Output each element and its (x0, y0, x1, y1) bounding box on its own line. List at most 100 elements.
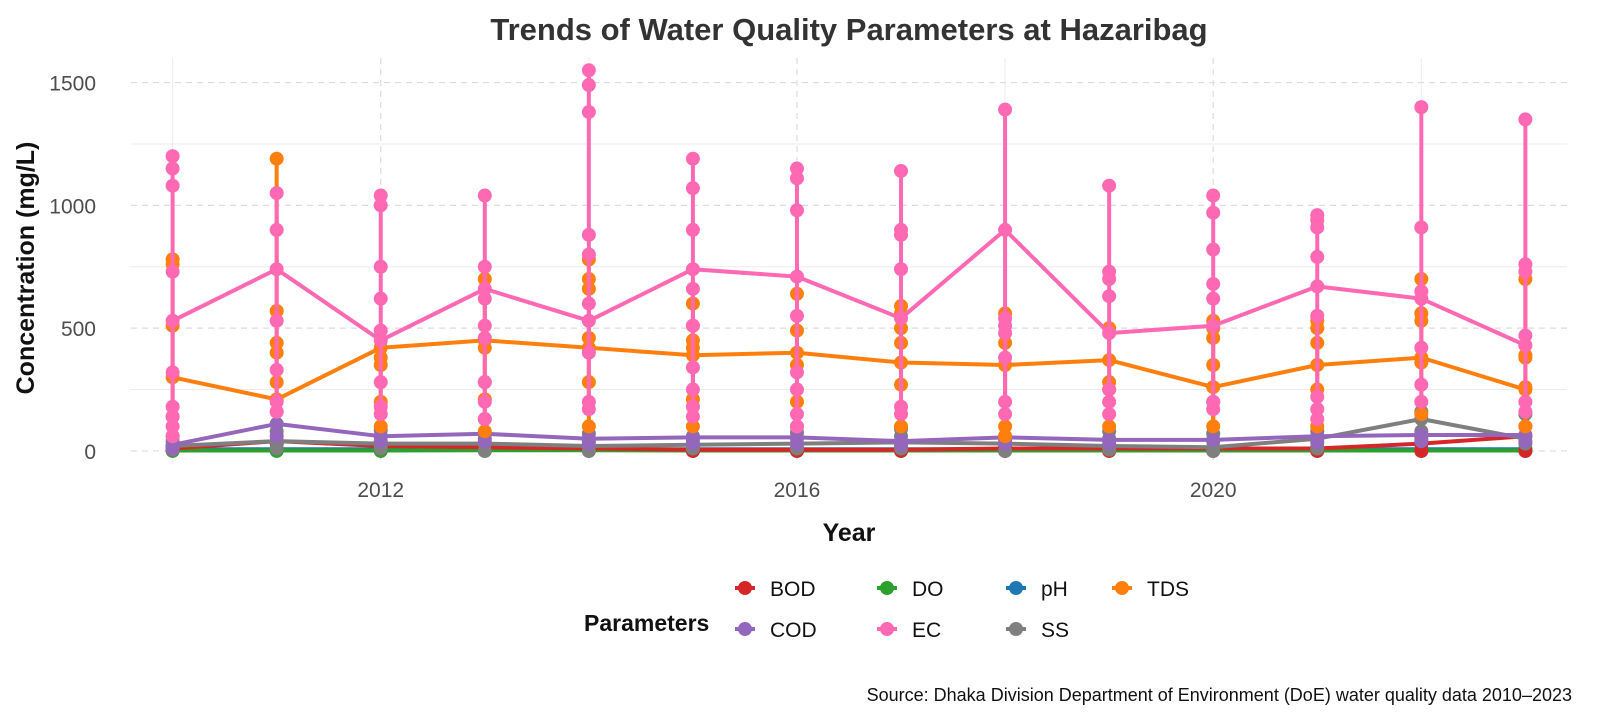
legend-key-point (1115, 581, 1129, 595)
data-point-ec (1414, 291, 1429, 306)
data-point-ec (1206, 242, 1221, 257)
legend-label-bod: BOD (770, 578, 816, 601)
data-point-ec (373, 198, 388, 213)
data-point-ec (789, 308, 804, 323)
y-tick-label: 500 (61, 318, 96, 341)
data-point-ec (581, 78, 596, 93)
data-point-ec (685, 151, 700, 166)
data-point-ec (1102, 178, 1117, 193)
x-axis-title: Year (823, 519, 876, 547)
data-point-ec (1414, 100, 1429, 115)
data-point-ec (789, 203, 804, 218)
data-point-ec (1518, 394, 1533, 409)
legend-label-ec: EC (912, 619, 941, 642)
data-point-ec (1310, 249, 1325, 264)
data-point-cod (165, 441, 180, 456)
legend-label-cod: COD (770, 619, 817, 642)
data-point-cod (269, 416, 284, 431)
data-point-ec (789, 269, 804, 284)
data-point-ec (477, 281, 492, 296)
data-point-ec (1414, 220, 1429, 235)
data-point-ec (373, 333, 388, 348)
data-point-ec (1206, 318, 1221, 333)
data-point-ec (1310, 412, 1325, 427)
legend-label-tds: TDS (1147, 578, 1189, 601)
data-point-ss (477, 443, 492, 458)
data-point-ec (894, 311, 909, 326)
y-tick-label: 1000 (49, 195, 96, 218)
data-point-cod (373, 434, 388, 449)
data-point-ec (998, 350, 1013, 365)
legend-item-bod: BOD (735, 578, 816, 601)
y-tick-label: 0 (84, 441, 96, 464)
legend-item-ss: SS (1006, 619, 1069, 642)
series-ec (165, 63, 1533, 444)
data-point-ec (477, 412, 492, 427)
data-point-ec (373, 188, 388, 203)
data-point-ec (1310, 279, 1325, 294)
data-point-ec (685, 262, 700, 277)
legend-key-point (1009, 622, 1023, 636)
data-point-ec (1310, 308, 1325, 323)
data-point-ec (1102, 407, 1117, 422)
data-point-ec (685, 409, 700, 424)
data-point-cod (1102, 436, 1117, 451)
legend-key-point (738, 622, 752, 636)
data-point-ec (373, 407, 388, 422)
x-tick-label: 2016 (774, 479, 821, 502)
data-point-ec (894, 407, 909, 422)
data-point-cod (1206, 432, 1221, 447)
data-point-ec (1518, 328, 1533, 343)
data-point-tds (1518, 419, 1533, 434)
data-point-ec (1414, 377, 1429, 392)
data-point-ec (165, 365, 180, 380)
data-point-ec (269, 313, 284, 328)
data-point-cod (685, 436, 700, 451)
data-point-ec (165, 419, 180, 434)
data-point-ss (1206, 443, 1221, 458)
data-point-ec (1414, 340, 1429, 355)
data-point-tds (998, 419, 1013, 434)
data-point-ec (1102, 394, 1117, 409)
data-point-ec (477, 375, 492, 390)
data-point-tds (1206, 419, 1221, 434)
data-point-ec (165, 161, 180, 176)
data-point-ec (269, 186, 284, 201)
data-point-ec (685, 281, 700, 296)
legend-key-point (1009, 581, 1023, 595)
legend-item-ec: EC (877, 619, 941, 642)
data-point-ec (1518, 112, 1533, 127)
data-point-ec (998, 407, 1013, 422)
legend-item-tds: TDS (1112, 578, 1189, 601)
trend-line-cod (172, 421, 1526, 447)
data-point-ec (1206, 291, 1221, 306)
data-point-ec (1518, 404, 1533, 419)
data-point-ec (165, 313, 180, 328)
x-tick-label: 2020 (1190, 479, 1237, 502)
legend-label-ph: pH (1041, 578, 1068, 601)
data-point-ec (581, 63, 596, 78)
data-point-ec (789, 407, 804, 422)
data-point-ec (1310, 402, 1325, 417)
data-point-cod (581, 436, 596, 451)
data-point-ec (1102, 326, 1117, 341)
data-point-ec (581, 296, 596, 311)
legend: BOD COD DO EC pH SS TDS (735, 578, 1189, 642)
data-point-ec (789, 365, 804, 380)
data-point-ec (477, 291, 492, 306)
data-point-ec (1102, 289, 1117, 304)
data-point-ec (269, 404, 284, 419)
trend-line-tds (172, 338, 1526, 402)
data-point-ec (789, 161, 804, 176)
data-point-cod (477, 434, 492, 449)
data-point-ec (581, 345, 596, 360)
data-point-ec (1206, 188, 1221, 203)
chart-title: Trends of Water Quality Parameters at Ha… (490, 12, 1207, 47)
data-point-ec (269, 394, 284, 409)
data-point-ec (685, 382, 700, 397)
data-point-ec (1310, 389, 1325, 404)
data-point-tds (998, 429, 1013, 444)
data-point-ec (581, 247, 596, 262)
legend-label-do: DO (912, 578, 944, 601)
